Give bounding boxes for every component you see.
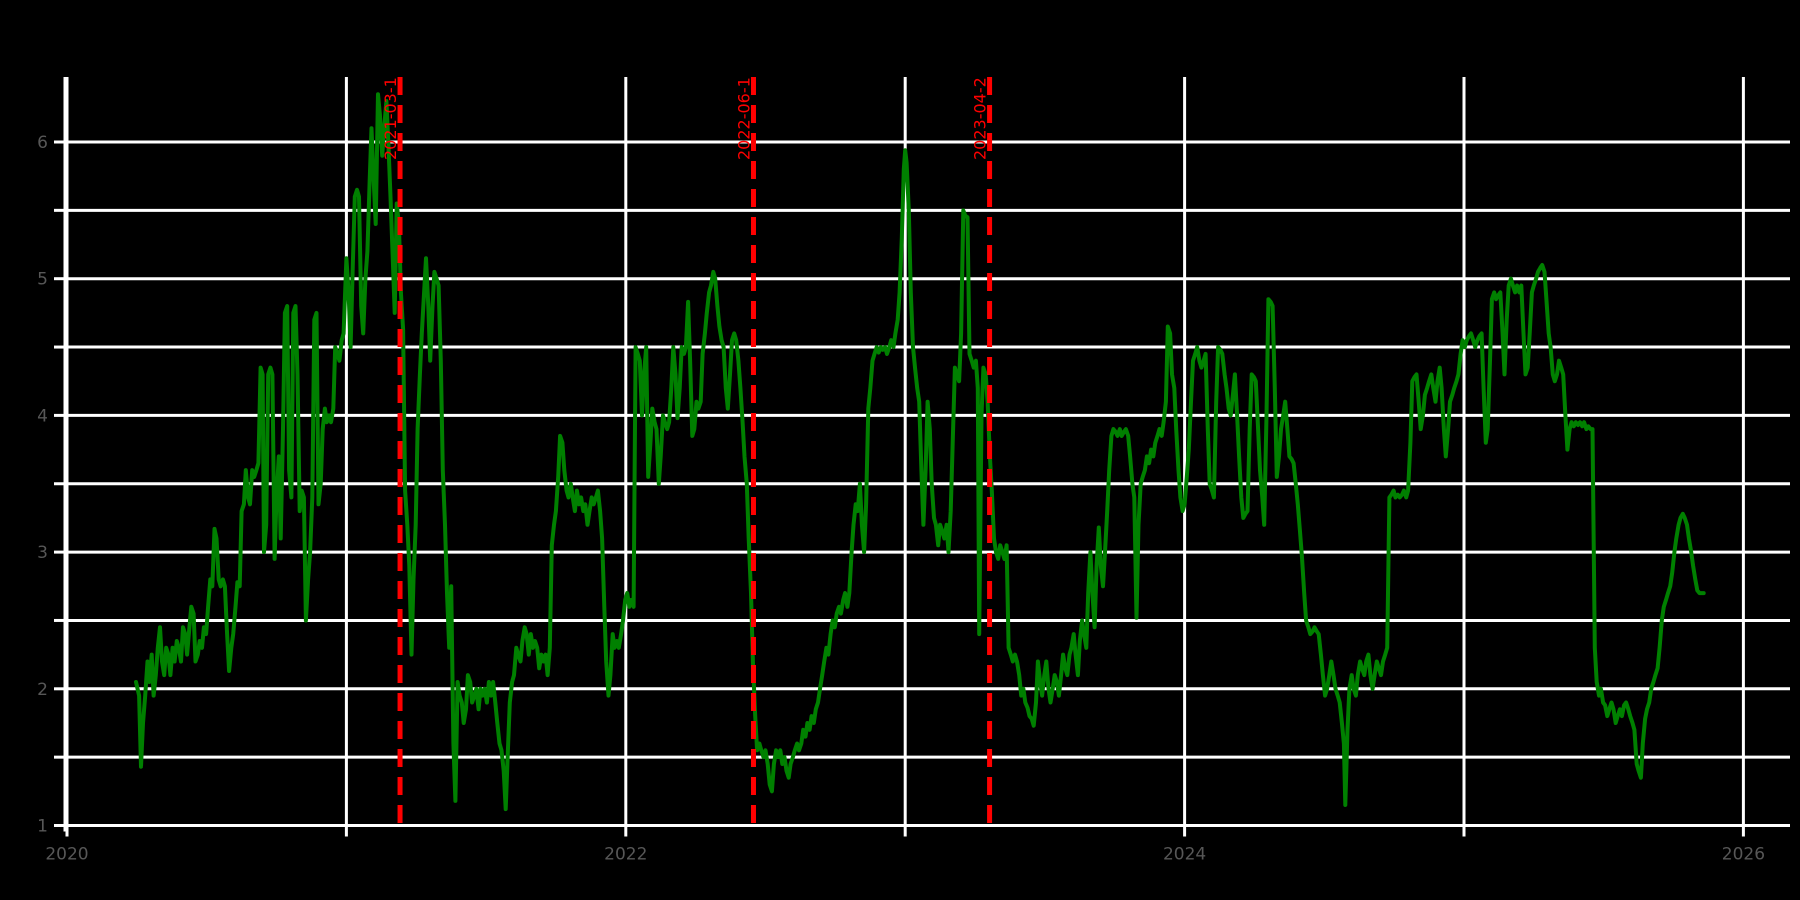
event-vline-label: 2023-04-2: [971, 77, 990, 160]
y-tick-label: 6: [37, 133, 48, 153]
x-tick-label: 2024: [1163, 845, 1206, 865]
axes: [54, 77, 1745, 837]
x-tick-label: 2022: [604, 845, 647, 865]
y-tick-label: 3: [37, 543, 48, 563]
y-tick-label: 2: [37, 680, 48, 700]
y-tick-label: 4: [37, 406, 48, 426]
tick-labels: 1 2 3 4 5 6 2020 2022 2024 2026: [37, 133, 1765, 865]
event-vline-label: 2021-03-1: [381, 77, 400, 160]
gridlines: [65, 77, 1790, 827]
x-tick-label: 2026: [1722, 845, 1765, 865]
y-tick-label: 5: [37, 270, 48, 290]
x-tick-label: 2020: [45, 845, 88, 865]
y-tick-label: 1: [37, 817, 48, 837]
event-vline-label: 2022-06-1: [734, 77, 753, 160]
